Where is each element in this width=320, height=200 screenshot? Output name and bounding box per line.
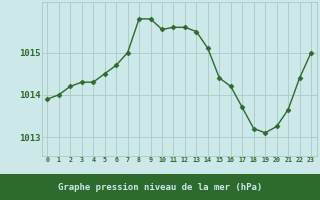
Text: Graphe pression niveau de la mer (hPa): Graphe pression niveau de la mer (hPa): [58, 182, 262, 192]
